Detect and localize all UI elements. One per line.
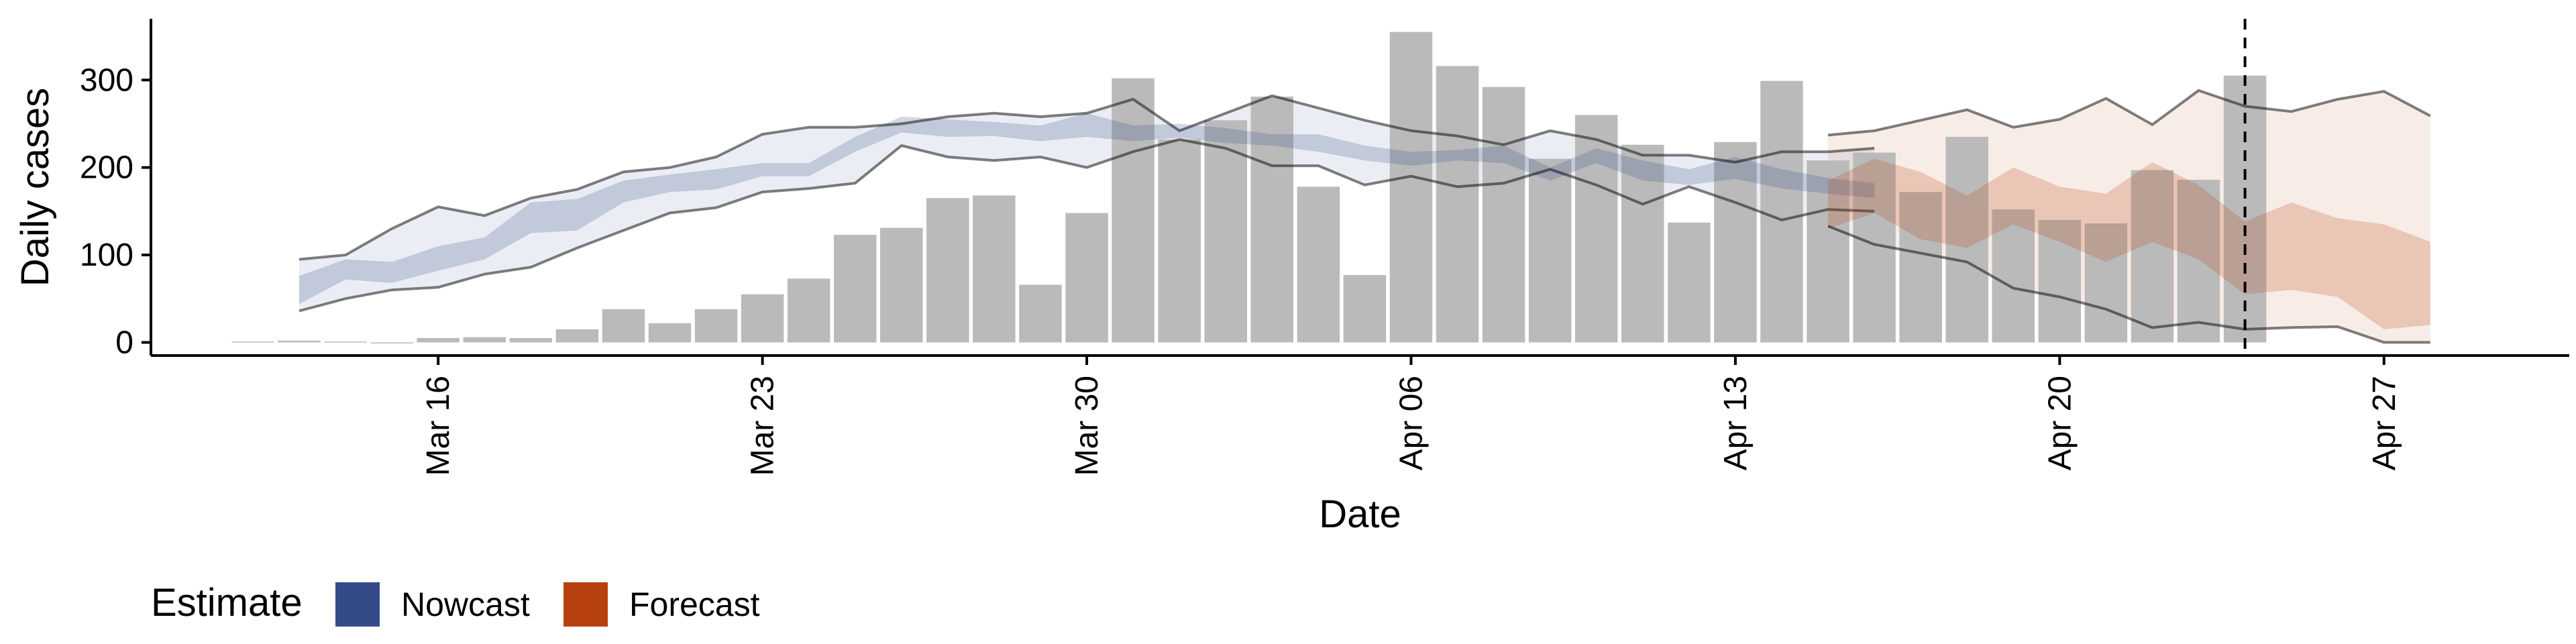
x-tick-label: Apr 20 (2042, 376, 2078, 470)
reported-cases-bar (2038, 219, 2082, 343)
reported-cases-bar (926, 198, 969, 343)
legend-entries: Nowcast Forecast (335, 582, 760, 627)
reported-cases-bar (1621, 144, 1664, 343)
y-ticks: 0 100 200 300 (80, 62, 151, 360)
axes: 0 100 200 300 Mar 16 Mar 23 Mar 30 Apr 06 Apr 1… (13, 19, 2569, 536)
reported-cases-bar (741, 294, 784, 343)
reported-cases-bar (1668, 222, 1711, 343)
nowcast-lower-90-line (299, 138, 1875, 313)
nowcast-legend-swatch (335, 582, 380, 627)
y-tick-label: 100 (80, 237, 133, 273)
reported-cases-bar (1714, 142, 1757, 343)
reported-cases-bar (648, 323, 692, 343)
legend-title: Estimate (151, 581, 303, 625)
reported-cases-bar (1297, 186, 1340, 343)
x-axis-title: Date (1319, 492, 1401, 536)
forecast-legend-swatch (564, 582, 608, 627)
reported-cases-bar (1112, 78, 1155, 343)
forecast-legend-label: Forecast (629, 586, 760, 623)
y-tick-label: 300 (80, 62, 133, 98)
reported-cases-bar (1899, 192, 1942, 343)
reported-cases-bar (417, 337, 460, 343)
reported-cases-bar (555, 329, 599, 343)
y-tick-label: 200 (80, 150, 133, 186)
reported-cases-bar (602, 309, 645, 343)
reported-cases-bar (2131, 170, 2174, 343)
nowcast-legend-label: Nowcast (401, 586, 530, 623)
reported-cases-bar (324, 341, 367, 343)
reported-cases-bar (1574, 115, 1618, 343)
reported-cases-bar (1019, 284, 1062, 343)
reported-cases-bar (973, 195, 1016, 343)
reported-cases-bar (1158, 139, 1201, 343)
nowcast-band-50 (299, 113, 1875, 305)
reported-cases-bar (2084, 223, 2128, 343)
reported-cases-bar (1528, 158, 1572, 343)
reported-cases-bar (1389, 32, 1433, 343)
reported-cases-bar (1436, 66, 1479, 343)
reported-cases-bar (509, 337, 552, 343)
reported-cases-bar (1760, 80, 1803, 343)
reported-cases-bar (1065, 213, 1108, 343)
plot-area (231, 19, 2431, 356)
reported-cases-bar (2177, 179, 2220, 343)
reported-cases-bar (1482, 87, 1525, 343)
reported-cases-bar (880, 227, 923, 343)
x-tick-label: Apr 06 (1393, 376, 1429, 470)
x-tick-label: Apr 27 (2367, 376, 2402, 470)
reported-cases-bar (834, 235, 877, 343)
x-tick-label: Mar 23 (745, 376, 781, 476)
y-axis-title: Daily cases (13, 88, 57, 287)
reported-cases-bar (463, 337, 506, 343)
x-tick-label: Mar 16 (421, 376, 456, 476)
reported-cases-bar (1343, 275, 1387, 343)
forecast-upper-90-line (1827, 89, 2431, 137)
reported-cases-bar (1204, 120, 1247, 343)
reported-cases-bar (1807, 160, 1849, 343)
reported-cases-bar (1945, 137, 1988, 343)
reported-cases-bar (694, 309, 738, 343)
reported-cases-bar (1992, 209, 2035, 343)
nowcast-upper-90-line (299, 94, 1875, 261)
forecast-lower-90-line (1827, 225, 2430, 344)
reported-cases-bar (278, 340, 321, 343)
y-tick-label: 0 (115, 325, 133, 360)
reported-cases-bar (787, 278, 830, 343)
forecast-band-50 (1828, 158, 2430, 329)
x-tick-label: Apr 13 (1718, 376, 1754, 470)
legend: Estimate Nowcast Forecast (151, 581, 760, 627)
reported-cases-bar (1250, 97, 1293, 343)
x-ticks: Mar 16 Mar 23 Mar 30 Apr 06 Apr 13 Apr 20 Apr … (421, 356, 2402, 476)
nowcast-band-90 (299, 95, 1875, 311)
reported-cases-bar (231, 341, 274, 343)
reported-cases-bar (370, 342, 413, 343)
x-tick-label: Mar 30 (1069, 376, 1105, 476)
